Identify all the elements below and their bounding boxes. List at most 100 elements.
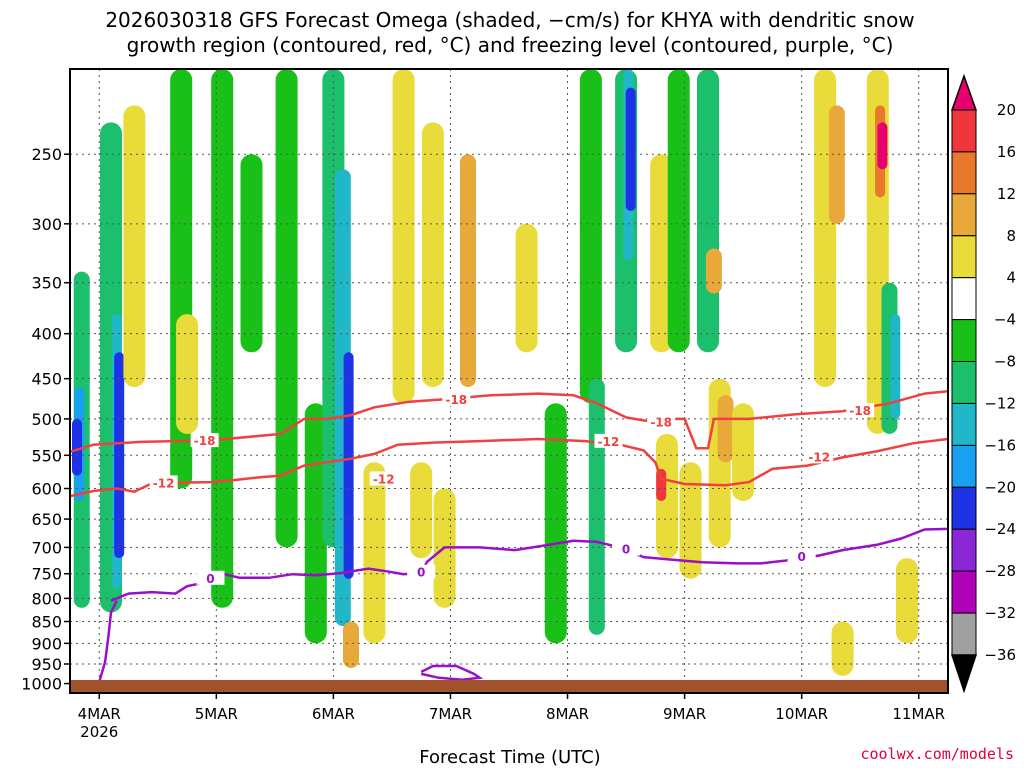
contour-label--18-1: -18	[445, 393, 467, 407]
y-tick-label-950: 950	[31, 655, 62, 674]
colorbar-label-6: −8	[994, 353, 1016, 371]
contour-line--12	[70, 437, 948, 498]
omega-patch-20	[421, 122, 444, 388]
contour-label-bg-0-3	[787, 549, 816, 564]
colorbar-bin-1	[951, 109, 977, 153]
plot-frame	[69, 68, 949, 694]
omega-patch-19	[410, 462, 433, 559]
temperature-contours: -18 -18 -18 -18 -12 -12 -12 -12 0 0 0 0	[70, 389, 948, 690]
contour-label--12-2: -12	[598, 435, 620, 449]
y-tick-label-500: 500	[31, 410, 62, 429]
x-tick-sublabel-0: 2026	[80, 723, 118, 741]
contour-label--12-0: -12	[153, 476, 175, 490]
contour-label-0-1: 0	[417, 566, 425, 580]
contour-label--12-1: -12	[373, 472, 395, 486]
colorbar-bin-7	[951, 361, 977, 404]
y-tick-label-1000: 1000	[21, 675, 62, 694]
omega-patch-39	[656, 468, 667, 501]
colorbar-bin-2	[951, 151, 977, 195]
omega-patch-48	[896, 558, 918, 644]
contour-label-bg--18-1	[442, 392, 471, 407]
omega-patch-6	[123, 105, 146, 388]
colorbar-label-8: −16	[984, 436, 1016, 454]
contour-label-bg--18-0	[190, 433, 219, 448]
x-tick-label-3: 7MAR	[429, 705, 472, 723]
x-axis-label: Forecast Time (UTC)	[419, 747, 600, 768]
colorbar-label-10: −24	[984, 520, 1016, 538]
colorbar-label-2: 12	[997, 185, 1016, 203]
colorbar-label-1: 16	[997, 143, 1016, 161]
colorbar-label-9: −20	[984, 478, 1016, 496]
y-tick-label-450: 450	[31, 370, 62, 389]
contour-label-bg--12-3	[805, 449, 834, 464]
contour-label--18-2: -18	[650, 416, 672, 430]
colorbar-label-12: −32	[984, 604, 1016, 622]
colorbar-label-3: 8	[1006, 227, 1016, 245]
colorbar-bin-4	[951, 235, 977, 279]
omega-patch-30	[650, 154, 673, 353]
x-tick-label-6: 10MAR	[775, 705, 828, 723]
colorbar-bin-12	[951, 570, 977, 614]
omega-patch-24	[544, 403, 567, 644]
omega-patch-26	[588, 378, 605, 635]
contour-label--18-0: -18	[194, 434, 216, 448]
credit-link[interactable]: coolwx.com/models	[860, 745, 1014, 763]
contour-label-bg-0-2	[612, 541, 641, 556]
omega-patch-2	[72, 418, 82, 476]
colorbar-label-5: −4	[994, 311, 1016, 329]
omega-patch-29	[625, 87, 636, 211]
chart-title-line2: growth region (contoured, red, °C) and f…	[127, 33, 894, 57]
chart-title-line1: 2026030318 GFS Forecast Omega (shaded, −…	[105, 8, 914, 32]
x-tick-label-0: 4MAR	[78, 705, 121, 723]
y-tick-label-700: 700	[31, 538, 62, 557]
y-tick-label-250: 250	[31, 145, 62, 164]
contour-label-0-3: 0	[797, 550, 805, 564]
y-tick-label-800: 800	[31, 589, 62, 608]
omega-colorbar: 20 16 12 8 4 −4 −8 −12 −16 −20 −24 −28 −32 −36	[950, 73, 1016, 694]
omega-patch-35	[705, 248, 722, 294]
omega-patch-23	[515, 223, 538, 353]
omega-patch-16	[343, 621, 359, 668]
y-tick-label-400: 400	[31, 325, 62, 344]
y-tick-label-300: 300	[31, 215, 62, 234]
colorbar-bin-8	[951, 403, 977, 446]
y-tick-label-850: 850	[31, 613, 62, 632]
colorbar-bin-10	[951, 486, 977, 530]
omega-patch-38	[732, 403, 755, 501]
x-tick-label-2: 6MAR	[312, 705, 355, 723]
y-tick-label-900: 900	[31, 634, 62, 653]
x-tick-label-4: 8MAR	[546, 705, 589, 723]
omega-patch-10	[240, 154, 263, 353]
colorbar-label-0: 20	[997, 101, 1016, 119]
y-tick-label-550: 550	[31, 446, 62, 465]
omega-patch-37	[717, 395, 734, 463]
colorbar-bin-3	[951, 193, 977, 237]
colorbar-bin-5	[951, 277, 977, 321]
omega-patch-17	[363, 462, 386, 644]
colorbar-bin-9	[951, 444, 977, 488]
y-tick-label-600: 600	[31, 480, 62, 499]
contour-label-bg-0-1	[407, 564, 436, 579]
colorbar-label-11: −28	[984, 562, 1016, 580]
y-tick-label-650: 650	[31, 510, 62, 529]
omega-patch-25	[579, 69, 602, 404]
colorbar-label-4: 4	[1006, 269, 1016, 287]
colorbar-bin-13	[951, 612, 977, 656]
omega-patch-32	[667, 69, 690, 353]
terrain-ground	[70, 680, 948, 693]
colorbar-bin-11	[951, 528, 977, 572]
contour-label-bg--12-0	[149, 475, 178, 490]
contour-label--12-3: -12	[808, 450, 830, 464]
y-tick-label-750: 750	[31, 565, 62, 584]
contour-label-bg-0-0	[196, 570, 225, 585]
y-axis-pressure: 250 300 350 400 450 500 550 600 650 700 750 800 850 9…	[21, 145, 70, 694]
contour-label-0-0: 0	[206, 572, 214, 586]
omega-patch-18	[392, 69, 415, 404]
omega-patch-42	[831, 621, 854, 676]
omega-patch-31	[656, 433, 678, 559]
omega-patch-34	[697, 69, 719, 353]
colorbar-top-arrow	[950, 73, 978, 111]
y-tick-label-350: 350	[31, 274, 62, 293]
omega-patch-45	[877, 122, 888, 170]
